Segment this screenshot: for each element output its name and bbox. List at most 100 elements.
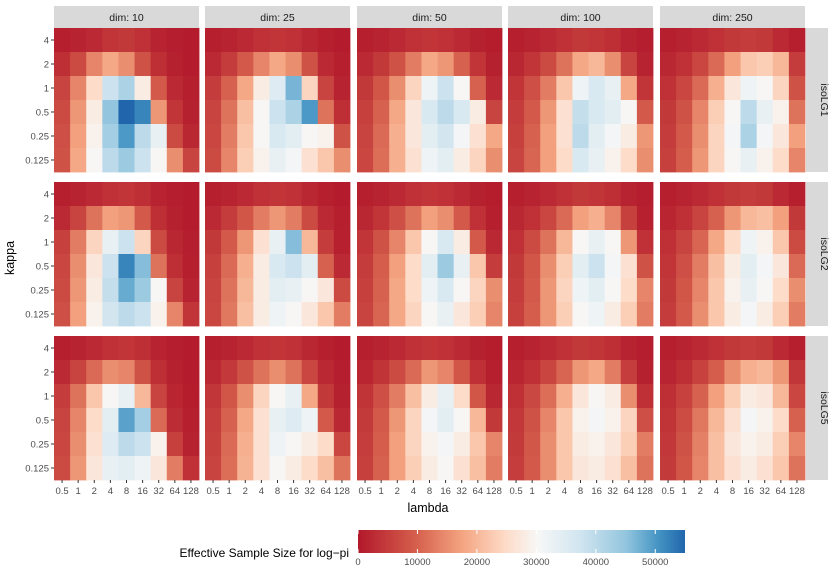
heatmap-cell	[54, 124, 71, 149]
heatmap-cell	[205, 52, 222, 77]
panel-0-0	[54, 28, 200, 173]
heatmap-cell	[437, 336, 455, 361]
heatmap-cell	[524, 28, 541, 53]
heatmap-cell	[317, 408, 335, 433]
legend-tick-label: 0	[355, 557, 360, 568]
heatmap-cell	[524, 432, 541, 457]
heatmap-cell	[150, 336, 168, 361]
facet-strips: dim: 10 dim: 25 dim: 50 dim: 100 dim: 250 iso…	[54, 6, 830, 480]
heatmap-cell	[788, 384, 806, 409]
heatmap-cell	[237, 360, 254, 385]
heatmap-cell	[134, 76, 152, 101]
heatmap-cell	[708, 76, 725, 101]
heatmap-cell	[373, 360, 390, 385]
heatmap-cell	[405, 52, 422, 77]
heatmap-cell	[508, 230, 525, 255]
heatmap-cell	[182, 124, 200, 149]
heatmap-cell	[150, 100, 168, 125]
heatmap-cell	[572, 278, 589, 303]
heatmap-cell	[182, 432, 200, 457]
heatmap-cell	[660, 336, 677, 361]
heatmap-cell	[389, 456, 406, 481]
heatmap-cell	[221, 148, 238, 173]
heatmap-cell	[620, 52, 638, 77]
heatmap-cell	[588, 148, 606, 173]
heatmap-cell	[150, 182, 168, 207]
heatmap-cell	[485, 148, 503, 173]
heatmap-cell	[756, 278, 774, 303]
heatmap-cell	[118, 360, 135, 385]
heatmap-cell	[453, 302, 471, 327]
heatmap-cell	[253, 408, 270, 433]
heatmap-cell	[237, 302, 254, 327]
heatmap-cell	[636, 124, 654, 149]
heatmap-cell	[405, 302, 422, 327]
x-tick-label: 1	[379, 486, 384, 497]
heatmap-cell	[333, 360, 351, 385]
column-strip	[357, 6, 502, 28]
heatmap-cell	[317, 148, 335, 173]
heatmap-cell	[86, 230, 103, 255]
heatmap-cell	[788, 302, 806, 327]
heatmap-cell	[421, 408, 438, 433]
x-tick-label: 0.5	[358, 486, 371, 497]
x-tick-label: 1	[682, 486, 687, 497]
heatmap-cell	[118, 124, 135, 149]
heatmap-cell	[182, 336, 200, 361]
heatmap-cell	[333, 302, 351, 327]
heatmap-cell	[166, 360, 184, 385]
heatmap-cell	[86, 302, 103, 327]
heatmap-cell	[134, 100, 152, 125]
heatmap-cell	[772, 278, 790, 303]
heatmap-cell	[604, 254, 622, 279]
legend-tick-label: 40000	[583, 557, 609, 568]
column-strip	[660, 6, 805, 28]
heatmap-cell	[253, 206, 270, 231]
heatmap-cell	[692, 148, 709, 173]
heatmap-cell	[556, 432, 573, 457]
column-strip	[205, 6, 350, 28]
heatmap-cell	[588, 52, 606, 77]
heatmap-cell	[253, 456, 270, 481]
heatmap-cell	[540, 456, 557, 481]
heatmap-cell	[333, 28, 351, 53]
heatmap-cell	[524, 124, 541, 149]
heatmap-cell	[102, 254, 119, 279]
heatmap-cell	[692, 408, 709, 433]
heatmap-cell	[70, 148, 87, 173]
heatmap-cell	[453, 456, 471, 481]
heatmap-cell	[756, 76, 774, 101]
heatmap-cell	[540, 384, 557, 409]
heatmap-cell	[740, 384, 758, 409]
x-tick-label: 2	[698, 486, 703, 497]
heatmap-cell	[756, 28, 774, 53]
heatmap-cell	[740, 28, 758, 53]
heatmap-cell	[636, 206, 654, 231]
heatmap-cell	[588, 432, 606, 457]
heatmap-cell	[54, 254, 71, 279]
heatmap-cell	[469, 100, 487, 125]
heatmap-cell	[150, 360, 168, 385]
heatmap-cell	[118, 76, 135, 101]
heatmap-cell	[524, 384, 541, 409]
heatmap-cell	[389, 302, 406, 327]
heatmap-cell	[405, 254, 422, 279]
heatmap-cell	[405, 124, 422, 149]
heatmap-cell	[70, 456, 87, 481]
heatmap-cell	[437, 384, 455, 409]
heatmap-cell	[421, 336, 438, 361]
heatmap-cell	[54, 148, 71, 173]
x-tick-label: 2	[395, 486, 400, 497]
heatmap-cell	[660, 456, 677, 481]
x-tick-label: 128	[789, 486, 805, 497]
heatmap-cell	[237, 336, 254, 361]
y-axis-title: kappa	[3, 241, 17, 275]
heatmap-cell	[740, 206, 758, 231]
heatmap-cell	[285, 148, 303, 173]
heatmap-cell	[54, 52, 71, 77]
heatmap-cell	[572, 302, 589, 327]
heatmap-cell	[604, 432, 622, 457]
heatmap-cell	[437, 408, 455, 433]
heatmap-cell	[604, 148, 622, 173]
heatmap-cell	[221, 336, 238, 361]
